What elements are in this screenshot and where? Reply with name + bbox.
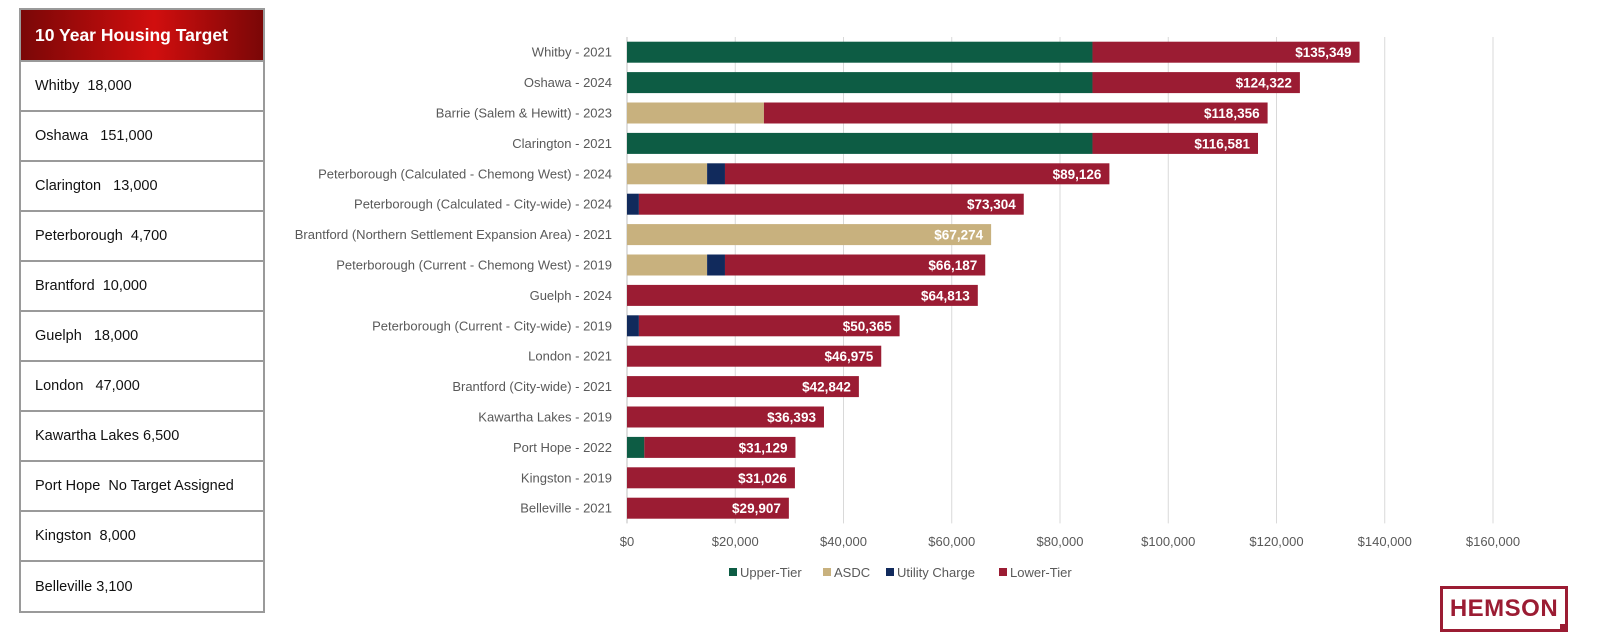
total-data-label: $29,907 — [732, 501, 781, 516]
category-label: Peterborough (Calculated - Chemong West)… — [318, 166, 612, 181]
total-data-label: $64,813 — [921, 288, 970, 303]
category-label: Peterborough (Current - Chemong West) - … — [336, 258, 612, 273]
housing-target-rows: Whitby 18,000 Oshawa 151,000 Clarington 13… — [21, 62, 263, 611]
category-label: Brantford (Northern Settlement Expansion… — [295, 227, 612, 242]
bar-segment-lower-tier — [627, 406, 824, 428]
bar-segment-lower-tier — [1092, 132, 1258, 154]
bar-segment-asdc — [627, 254, 708, 276]
total-data-label: $116,581 — [1194, 136, 1250, 151]
legend-label: Utility Charge — [897, 565, 975, 580]
legend-swatch — [823, 568, 831, 576]
bar-segment-utility-charge — [707, 163, 725, 185]
housing-target-title: 10 Year Housing Target — [21, 10, 263, 62]
total-data-label: $135,349 — [1295, 45, 1351, 60]
x-tick-label: $80,000 — [1037, 534, 1084, 549]
total-data-label: $31,129 — [739, 440, 788, 455]
housing-target-table: 10 Year Housing Target Whitby 18,000 Osha… — [19, 8, 265, 613]
legend-label: Upper-Tier — [740, 565, 802, 580]
category-label: Barrie (Salem & Hewitt) - 2023 — [436, 106, 612, 121]
bar-segment-lower-tier — [627, 345, 882, 367]
total-data-label: $66,187 — [928, 258, 977, 273]
category-label: Kingston - 2019 — [521, 470, 612, 485]
housing-target-row: Peterborough 4,700 — [21, 212, 263, 262]
x-tick-label: $40,000 — [820, 534, 867, 549]
legend-label: ASDC — [834, 565, 870, 580]
bar-segment-lower-tier — [627, 467, 795, 489]
housing-target-row: London 47,000 — [21, 362, 263, 412]
bar-segment-utility-charge — [627, 193, 639, 215]
legend-swatch — [999, 568, 1007, 576]
bar-segment-lower-tier — [763, 102, 1268, 124]
total-data-label: $124,322 — [1236, 76, 1292, 91]
category-label: Brantford (City-wide) - 2021 — [452, 379, 612, 394]
bar-segment-lower-tier — [724, 254, 986, 276]
legend-swatch — [729, 568, 737, 576]
category-label: London - 2021 — [528, 349, 612, 364]
hemson-logo-text: HEMSON — [1449, 595, 1559, 622]
housing-target-row: Port Hope No Target Assigned — [21, 462, 263, 512]
x-tick-label: $20,000 — [712, 534, 759, 549]
category-label: Kawartha Lakes - 2019 — [478, 410, 612, 425]
x-tick-label: $0 — [620, 534, 634, 549]
housing-target-row: Guelph 18,000 — [21, 312, 263, 362]
category-label: Oshawa - 2024 — [524, 75, 612, 90]
housing-target-row: Brantford 10,000 — [21, 262, 263, 312]
housing-target-row: Oshawa 151,000 — [21, 112, 263, 162]
housing-target-row: Clarington 13,000 — [21, 162, 263, 212]
bar-segment-utility-charge — [627, 315, 639, 337]
total-data-label: $42,842 — [802, 380, 851, 395]
bar-segment-lower-tier — [644, 436, 796, 458]
x-tick-label: $100,000 — [1141, 534, 1195, 549]
category-label: Peterborough (Current - City-wide) - 201… — [372, 318, 612, 333]
hemson-logo: HEMSON — [1440, 586, 1568, 632]
bar-segment-upper-tier — [627, 41, 1093, 63]
total-data-label: $31,026 — [738, 471, 787, 486]
bar-segment-asdc — [627, 224, 992, 246]
logo-corner-mark — [1560, 624, 1568, 632]
x-tick-label: $140,000 — [1358, 534, 1412, 549]
total-data-label: $36,393 — [767, 410, 816, 425]
total-data-label: $50,365 — [843, 319, 892, 334]
total-data-label: $67,274 — [934, 228, 983, 243]
bar-segment-lower-tier — [1092, 72, 1300, 94]
bar-segment-lower-tier — [627, 376, 859, 398]
category-label: Clarington - 2021 — [512, 136, 612, 151]
bar-segment-asdc — [627, 102, 764, 124]
category-label: Peterborough (Calculated - City-wide) - … — [354, 197, 612, 212]
housing-target-row: Kawartha Lakes 6,500 — [21, 412, 263, 462]
x-tick-label: $120,000 — [1249, 534, 1303, 549]
legend-swatch — [886, 568, 894, 576]
bar-segment-lower-tier — [638, 315, 900, 337]
legend-label: Lower-Tier — [1010, 565, 1072, 580]
bar-segment-lower-tier — [627, 284, 978, 306]
housing-target-row: Belleville 3,100 — [35, 578, 133, 595]
bar-segment-upper-tier — [627, 72, 1093, 94]
bar-segment-lower-tier — [638, 193, 1024, 215]
housing-target-row: Kingston 8,000 — [21, 512, 263, 562]
x-tick-label: $160,000 — [1466, 534, 1520, 549]
bar-segment-utility-charge — [707, 254, 725, 276]
bar-segment-upper-tier — [627, 132, 1093, 154]
housing-target-row: Whitby 18,000 — [21, 62, 263, 112]
category-label: Guelph - 2024 — [530, 288, 612, 303]
category-label: Belleville - 2021 — [520, 501, 612, 516]
bar-segment-lower-tier — [724, 163, 1110, 185]
category-label: Whitby - 2021 — [532, 45, 612, 60]
total-data-label: $89,126 — [1053, 167, 1102, 182]
bar-segment-asdc — [627, 163, 708, 185]
bar-segment-lower-tier — [627, 497, 789, 519]
category-label: Port Hope - 2022 — [513, 440, 612, 455]
total-data-label: $46,975 — [824, 349, 873, 364]
total-data-label: $73,304 — [967, 197, 1016, 212]
bar-segment-upper-tier — [627, 436, 645, 458]
x-tick-label: $60,000 — [928, 534, 975, 549]
bar-segment-lower-tier — [1092, 41, 1360, 63]
total-data-label: $118,356 — [1204, 106, 1260, 121]
